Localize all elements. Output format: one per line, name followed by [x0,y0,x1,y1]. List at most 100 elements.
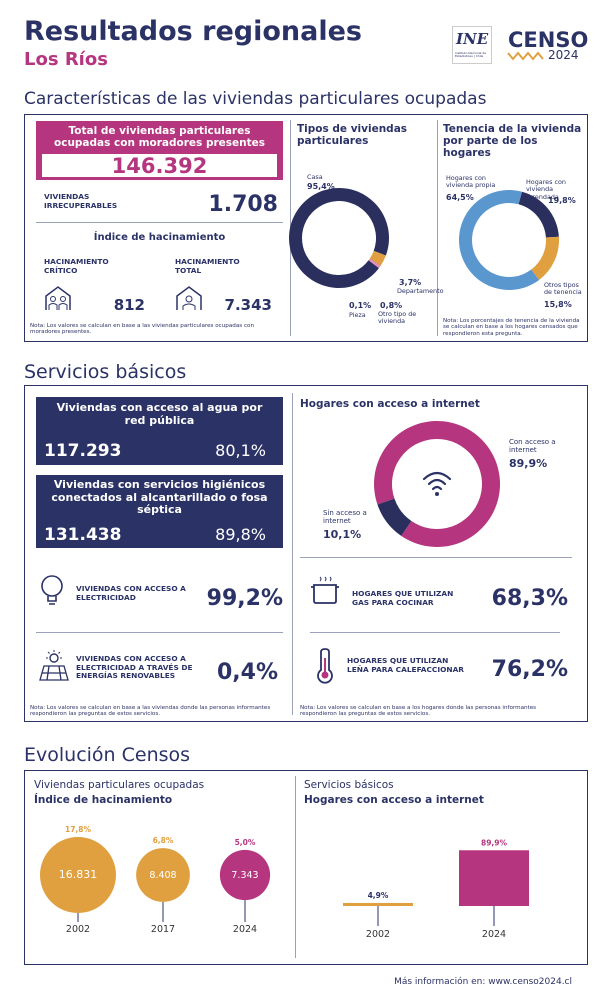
bubble-label: 7.343 [231,870,258,881]
section-box [24,770,588,965]
total-hac-label: HACINAMIENTO TOTAL [175,257,240,275]
slice-label: Hogares con vivienda arrendada [526,178,566,201]
subtitle: Los Ríos [24,49,108,70]
slice-label: Otro tipo de vivienda [378,310,417,326]
alc-pct: 89,8% [215,525,266,544]
renov-pct: 0,4% [216,660,278,685]
bubble [40,837,116,913]
house-outline [45,286,71,310]
gas-label: HOGARES QUE UTILIZAN GAS PARA COCINAR [352,589,454,607]
donut [374,421,500,547]
bubble-label: 8.408 [149,870,176,881]
agua-card: Viviendas con acceso al agua por red púb… [36,397,283,465]
slice-value: 19,8% [548,196,576,205]
divider [437,120,438,336]
alc-count: 131.438 [44,525,122,545]
total-label: Total de viviendas particulares ocupadas… [54,125,265,150]
slice-value: 3,7% [399,278,422,287]
slice-label: Hogares con vivienda propia [446,174,496,190]
censo-ornament [507,51,544,61]
renov-label: VIVIENDAS CON ACCESO A ELECTRICIDAD A TR… [76,654,193,681]
value-label: 89,9% [481,838,508,847]
body [182,303,196,310]
donut [289,187,390,288]
slice-value: 64,5% [446,193,474,202]
slice-label: Con acceso a internet [509,438,556,455]
donut-slice [531,236,559,280]
slice-value: 0,1% [349,301,372,310]
bulb-icon [41,575,63,605]
alc-label: Viviendas con servicios higiénicos conec… [51,478,268,517]
slice-label: Casa [307,173,323,181]
lena-pct: 76,2% [491,657,568,682]
elec-label: VIVIENDAS CON ACCESO A ELECTRICIDAD [76,584,186,602]
value-label: 4,9% [368,891,389,900]
chart-subtitle: Servicios básicos [304,779,394,791]
people-icon [45,286,71,310]
chart-title: Tipos de viviendas particulares [297,123,408,148]
category-label: 2017 [151,924,175,935]
irrecuperables-value: 1.708 [208,192,278,217]
slice-label: Sin acceso a internet [323,509,367,526]
donut [459,189,559,290]
irrecuperables-label: VIVIENDAS IRRECUPERABLES [44,192,118,210]
donut-slice [369,250,386,266]
mercury [324,658,326,673]
bulb-fill [321,671,329,679]
pot [311,584,339,604]
bodies [48,303,68,310]
head [60,296,66,302]
chart-subtitle: Viviendas particulares ocupadas [34,779,205,791]
divider [36,222,283,223]
hacinamiento-title: Índice de hacinamiento [93,232,226,243]
divider [292,393,293,715]
divider [295,776,296,958]
agua-label: Viviendas con acceso al agua por red púb… [56,401,263,427]
evolution-charts: 16.831 17,8% 2002 8.408 6,8% 2017 7.343 5,0% 202… [40,825,529,940]
slice-value: 15,8% [544,300,572,309]
category-label: 2024 [233,924,257,935]
bubble-label: 16.831 [59,868,98,881]
chart-title: Hogares con acceso a internet [300,398,480,410]
sun [49,653,59,663]
panel [39,665,69,681]
thermometer-icon [317,648,333,684]
section-box [24,385,588,722]
note: Nota: Los valores se calculan en base a … [30,705,271,718]
section-title: Evolución Censos [24,744,191,766]
ine-text: INE [456,30,489,48]
critico-value: 812 [113,296,145,314]
note: Nota: Los valores se calculan en base a … [300,705,537,718]
category-label: 2002 [66,924,90,935]
head [50,296,56,302]
donut-slice [368,258,381,269]
pct-label: 6,8% [153,836,174,845]
agua-pct: 80,1% [215,441,266,460]
note: Nota: Los porcentajes de tenencia de la … [443,318,580,337]
donut-slice [459,189,540,290]
chart-title: Tenencia de la vivienda por parte de los… [443,123,582,160]
lena-label: HOGARES QUE UTILIZAN LEÑA PARA CALEFACCI… [347,656,464,674]
pot-icon [311,576,339,604]
chart-title: Hogares con acceso a internet [304,794,484,806]
note: Nota: Los valores se calculan en base a … [30,323,254,336]
bubble [219,849,271,901]
footer: Más información en: www.censo2024.cl [394,977,572,987]
divider [36,632,283,633]
zigzag [507,51,544,61]
category-label: 2002 [366,929,390,940]
agua-count: 117.293 [44,441,122,461]
slice-value: 95,4% [307,182,335,191]
bar [459,850,529,906]
pct-label: 17,8% [65,825,92,834]
thermometer [317,648,333,684]
slice-label: Otros tipos de tenencia [544,281,582,297]
steam [319,576,332,582]
slice-value: 0,8% [380,301,403,310]
section-box [24,114,588,342]
total-value-bg [42,154,277,177]
ine-caption: Instituto Nacional de Estadísticas | Chi… [455,51,487,59]
section-title: Servicios básicos [24,361,187,383]
slice-value: 89,9% [509,457,548,470]
